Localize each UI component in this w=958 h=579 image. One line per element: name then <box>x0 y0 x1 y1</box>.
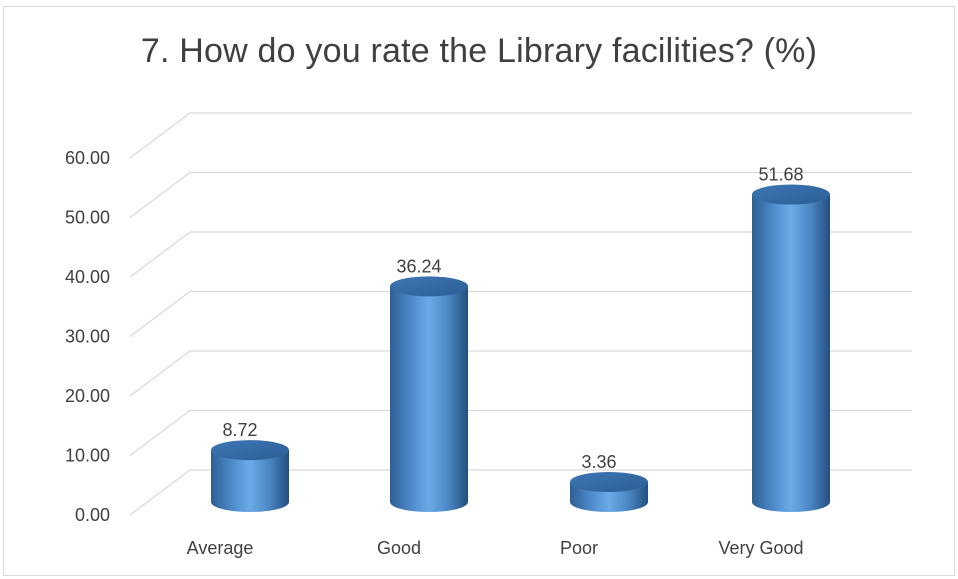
bar-body <box>390 286 468 512</box>
bar <box>390 276 468 512</box>
x-category-label: Poor <box>560 538 598 558</box>
y-tick-label: 30.00 <box>65 327 110 347</box>
x-category-label: Very Good <box>718 538 803 558</box>
gridline <box>129 231 912 278</box>
bar-top <box>211 440 289 461</box>
gridline <box>129 290 912 338</box>
bar <box>211 440 289 512</box>
x-category-label: Average <box>187 538 254 558</box>
gridline <box>129 171 912 219</box>
y-tick-label: 40.00 <box>65 267 110 287</box>
y-tick-label: 50.00 <box>65 208 110 228</box>
gridline <box>129 112 912 159</box>
data-label: 3.36 <box>581 452 616 472</box>
gridline <box>129 350 912 397</box>
bar-body <box>752 194 830 512</box>
bar-top <box>752 184 830 205</box>
bar <box>752 184 830 512</box>
bar <box>570 472 648 512</box>
bar-top <box>390 276 468 297</box>
bar-top <box>570 472 648 493</box>
chart-title: 7. How do you rate the Library facilitie… <box>140 32 818 70</box>
gridline <box>129 469 912 516</box>
y-tick-label: 20.00 <box>65 386 110 406</box>
y-tick-label: 0.00 <box>75 505 110 525</box>
y-tick-label: 60.00 <box>65 148 110 168</box>
x-category-label: Good <box>377 538 421 558</box>
data-label: 8.72 <box>222 420 257 440</box>
y-tick-label: 10.00 <box>65 446 110 466</box>
bar-body <box>211 450 289 512</box>
gridline <box>129 409 912 457</box>
data-label: 51.68 <box>758 165 803 185</box>
data-label: 36.24 <box>396 256 441 276</box>
